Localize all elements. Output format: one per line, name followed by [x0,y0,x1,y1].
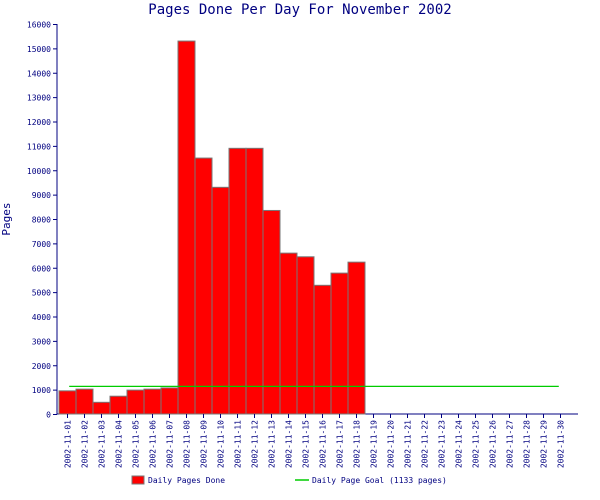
chart-title: Pages Done Per Day For November 2002 [148,2,451,18]
y-tick-label: 6000 [32,264,51,273]
y-tick-label: 0 [46,411,51,420]
bar-2002-11-07 [160,387,179,415]
x-tick-label: 2002-11-16 [319,420,328,468]
x-tick-label: 2002-11-25 [472,420,481,468]
x-tick-label: 2002-11-24 [455,420,464,468]
x-tick-label: 2002-11-27 [506,420,515,468]
bar-2002-11-06 [143,388,162,415]
x-tick-label: 2002-11-23 [438,420,447,468]
bar-2002-11-17 [330,272,349,415]
x-tick-label: 2002-11-09 [200,420,209,468]
bar-2002-11-16 [313,284,332,415]
y-tick-label: 4000 [32,313,51,322]
x-tick-label: 2002-11-15 [302,420,311,468]
bar-2002-11-01 [58,390,77,415]
y-tick-label: 15000 [27,45,51,54]
legend-label-bars: Daily Pages Done [148,476,225,485]
bar-2002-11-13 [262,209,281,415]
x-tick-label: 2002-11-30 [557,420,566,468]
x-tick-label: 2002-11-20 [387,420,396,468]
y-tick-label: 12000 [27,118,51,127]
y-tick-label: 14000 [27,69,51,78]
bar-2002-11-15 [296,256,315,415]
x-tick-label: 2002-11-13 [268,420,277,468]
x-tick-label: 2002-11-07 [166,420,175,468]
y-tick-label: 2000 [32,362,51,371]
y-tick-label: 11000 [27,142,51,151]
y-tick-label: 16000 [27,21,51,30]
x-tick-label: 2002-11-19 [370,420,379,468]
y-tick-label: 3000 [32,337,51,346]
x-tick-label: 2002-11-18 [353,420,362,468]
x-tick-label: 2002-11-04 [115,420,124,468]
y-tick-label: 13000 [27,94,51,103]
x-tick-label: 2002-11-05 [132,420,141,468]
y-tick-label: 10000 [27,167,51,176]
y-tick-label: 5000 [32,289,51,298]
bar-2002-11-11 [228,147,247,415]
bar-2002-11-18 [347,261,366,415]
x-tick-label: 2002-11-17 [336,420,345,468]
bar-2002-11-02 [75,388,94,415]
x-tick-label: 2002-11-11 [234,420,243,468]
x-tick-label: 2002-11-28 [523,420,532,468]
y-tick-label: 1000 [32,386,51,395]
bar-2002-11-12 [245,147,264,415]
y-tick-label: 7000 [32,240,51,249]
bar-2002-11-05 [126,389,145,415]
x-tick-label: 2002-11-22 [421,420,430,468]
bar-2002-11-04 [109,395,128,415]
x-tick-label: 2002-11-21 [404,420,413,468]
y-tick-label: 8000 [32,216,51,225]
x-tick-label: 2002-11-06 [149,420,158,468]
x-tick-label: 2002-11-12 [251,420,260,468]
x-tick-label: 2002-11-02 [81,420,90,468]
x-tick-label: 2002-11-01 [64,420,73,468]
x-tick-label: 2002-11-26 [489,420,498,468]
y-tick-label: 9000 [32,191,51,200]
legend-label-goal: Daily Page Goal (1133 pages) [312,476,447,485]
x-tick-label: 2002-11-14 [285,420,294,468]
y-axis-label: Pages [0,202,13,235]
x-tick-label: 2002-11-29 [540,420,549,468]
bar-2002-11-10 [211,186,230,415]
legend-swatch-bars [131,475,145,485]
bar-2002-11-08 [177,40,196,415]
x-tick-label: 2002-11-03 [98,420,107,468]
x-tick-label: 2002-11-10 [217,420,226,468]
bar-2002-11-03 [92,401,111,415]
bar-2002-11-14 [279,252,298,415]
x-tick-label: 2002-11-08 [183,420,192,468]
legend: Daily Pages Done Daily Page Goal (1133 pa… [131,475,447,485]
bar-2002-11-09 [194,157,213,415]
plot-area: 0 1000 2000 3000 4000 5000 6000 7000 8000 9000 100… [27,21,578,468]
